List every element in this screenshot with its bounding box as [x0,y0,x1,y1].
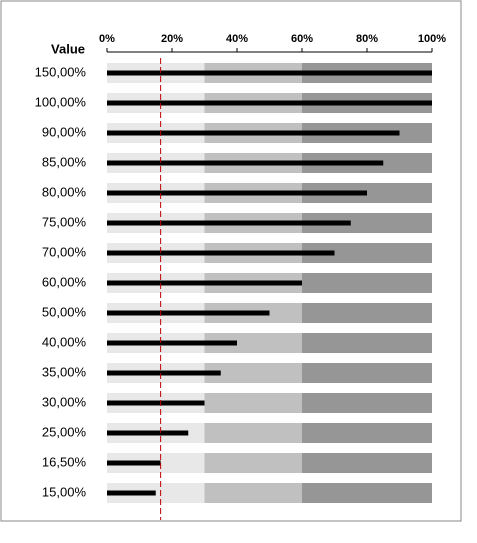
band [302,213,432,233]
bar [107,430,189,436]
band [302,453,432,473]
category-label: 16,50% [42,454,87,469]
category-label: 75,00% [42,214,87,229]
category-label: 40,00% [42,334,87,349]
band [204,363,302,383]
plot-area [107,63,432,503]
band [204,393,302,413]
bar [107,160,384,166]
band [302,303,432,323]
category-label: 30,00% [42,394,87,409]
band [302,393,432,413]
bar [107,370,221,376]
x-tick-label: 60% [291,33,313,45]
category-label: 60,00% [42,274,87,289]
x-tick-label: 20% [161,33,183,45]
bar [107,310,270,316]
bar [107,460,161,466]
category-label: 50,00% [42,304,87,319]
bar [107,100,432,106]
bar [107,190,367,196]
band [302,363,432,383]
band [204,453,302,473]
category-label: 80,00% [42,184,87,199]
band [302,333,432,353]
category-label: 90,00% [42,124,87,139]
x-tick-label: 40% [226,33,248,45]
bar [107,340,237,346]
bar [107,490,156,496]
band [302,483,432,503]
category-label: 35,00% [42,364,87,379]
category-label: 150,00% [35,64,87,79]
band [204,483,302,503]
bar [107,220,351,226]
band [302,423,432,443]
band [302,243,432,263]
band [204,423,302,443]
x-tick-label: 0% [99,33,115,45]
bar [107,250,335,256]
value-header: Value [51,41,85,56]
category-label: 70,00% [42,244,87,259]
bar [107,130,400,136]
category-label: 25,00% [42,424,87,439]
bar [107,280,302,286]
band [302,273,432,293]
category-label: 15,00% [42,484,87,499]
x-tick-label: 100% [418,33,446,45]
x-tick-label: 80% [356,33,378,45]
category-label: 85,00% [42,154,87,169]
category-label: 100,00% [35,94,87,109]
bar [107,400,205,406]
bar [107,70,432,76]
band [204,333,302,353]
